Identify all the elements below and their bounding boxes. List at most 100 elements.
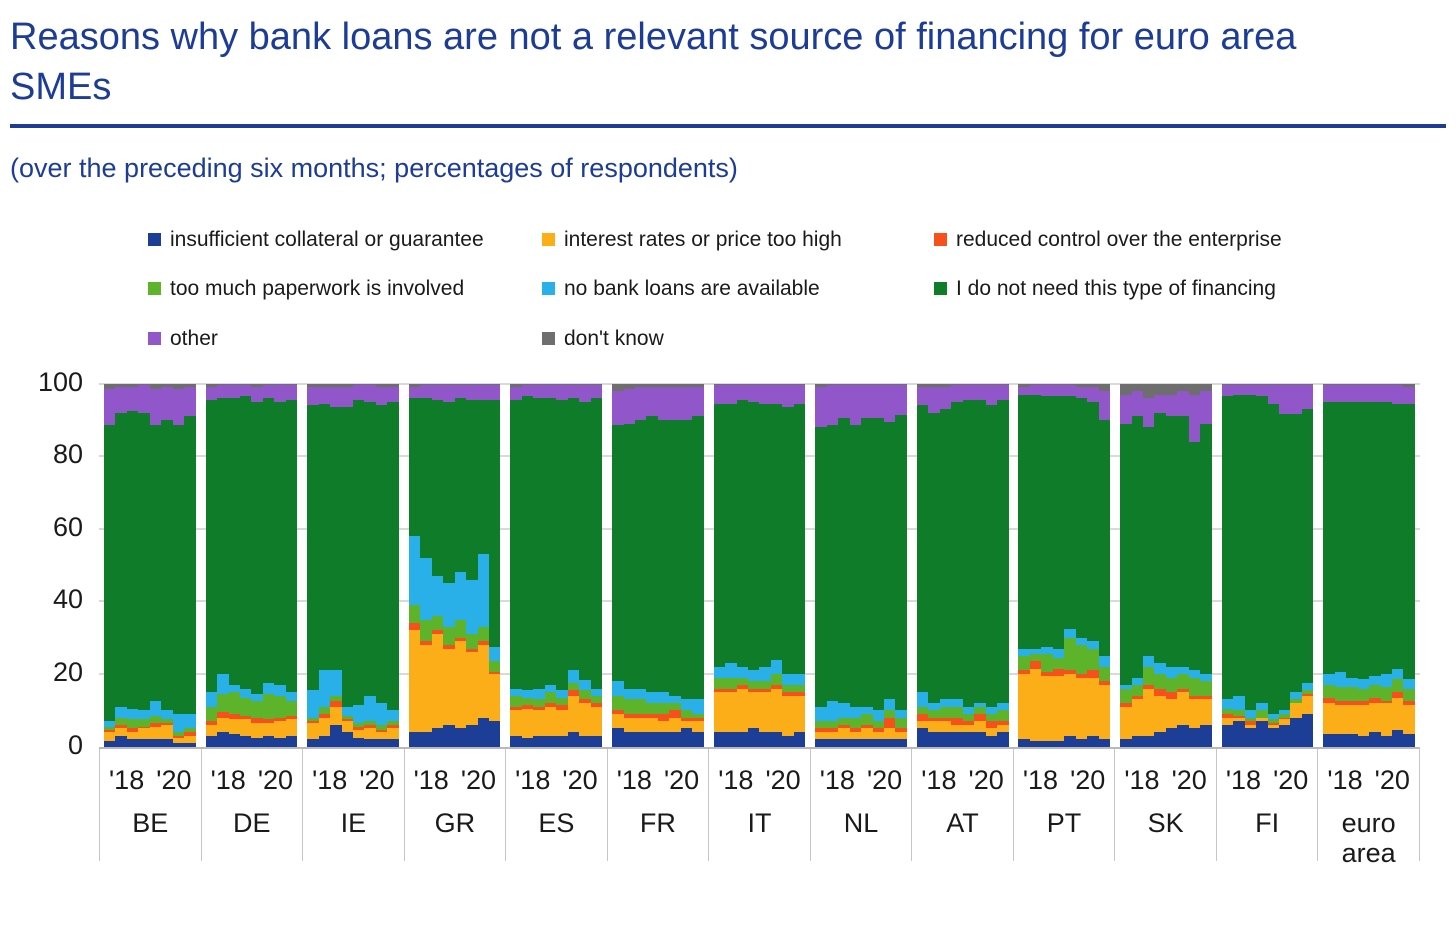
bar-segment — [431, 385, 444, 400]
bar-segment — [138, 412, 150, 711]
bar-segment — [634, 387, 647, 420]
title-rule — [10, 124, 1446, 129]
x-tick-label: '18 — [616, 764, 652, 795]
stacked-bar — [1200, 383, 1212, 747]
bar-segment — [1052, 385, 1065, 397]
bar-segment — [1357, 688, 1370, 702]
bar-segment — [962, 724, 975, 733]
bar-segment — [713, 385, 726, 404]
bar-segment — [1233, 717, 1245, 722]
bar-segment — [680, 717, 693, 722]
bar-segment — [646, 703, 658, 714]
bar-segment — [1334, 383, 1347, 386]
bar-segment — [510, 387, 522, 400]
bar-segment — [1334, 672, 1347, 687]
bar-segment — [849, 717, 862, 729]
bar-segment — [477, 717, 489, 747]
bar-segment — [793, 684, 806, 693]
bar-segment — [1087, 641, 1099, 649]
bar-segment — [353, 399, 365, 705]
bar-segment — [477, 399, 489, 555]
bar-segment — [916, 405, 929, 693]
bar-segment — [251, 401, 263, 694]
stacked-bar — [974, 383, 986, 747]
x-tick-labels: '18 '20 — [405, 765, 506, 796]
bar-segment — [1221, 724, 1234, 747]
bar-segment — [634, 419, 647, 689]
bar-segment — [612, 713, 624, 729]
stacked-bar — [1075, 383, 1088, 747]
bar-segment — [974, 385, 986, 400]
bar-segment — [126, 732, 139, 740]
bar-segment — [1154, 674, 1166, 689]
bar-segment — [285, 383, 298, 386]
bar-segment — [274, 401, 286, 685]
bar-segment — [939, 409, 952, 700]
bar-segment — [997, 399, 1009, 704]
bar-segment — [341, 383, 354, 388]
bar-segment — [692, 416, 704, 700]
bar-segment — [985, 728, 998, 736]
stacked-bar — [1029, 383, 1042, 747]
bar-segment — [770, 385, 783, 404]
bar-segment — [612, 390, 624, 426]
bar-segment — [1188, 728, 1201, 747]
legend-swatch-icon — [542, 233, 555, 247]
bar-segment — [916, 383, 929, 388]
bar-segment — [1380, 703, 1393, 736]
bar-segment — [1177, 666, 1189, 675]
x-tick-labels: '18 '20 — [202, 765, 303, 796]
bar-segment — [556, 385, 568, 400]
bar-segment — [748, 728, 760, 747]
bar-segment — [1392, 679, 1404, 693]
bar-segment — [1098, 419, 1111, 656]
bar-segment — [115, 724, 127, 729]
bar-segment — [951, 383, 963, 386]
bar-segment — [228, 692, 240, 714]
bar-segment — [1177, 390, 1189, 417]
bar-segment — [1357, 383, 1370, 386]
x-tick-labels: '18 '20 — [1115, 765, 1216, 796]
bar-segment — [826, 728, 839, 733]
stacked-bar — [759, 383, 771, 747]
bar-segment — [861, 385, 873, 419]
bar-segment — [680, 728, 693, 747]
bar-segment — [759, 385, 771, 404]
bar-segment — [307, 387, 319, 406]
bar-segment — [1221, 717, 1234, 725]
legend-label: no bank loans are available — [564, 277, 820, 301]
bar-segment — [725, 688, 737, 693]
bar-segment — [985, 383, 998, 386]
bar-segment — [725, 663, 737, 678]
bar-segment — [1334, 704, 1347, 734]
y-tick-label: 80 — [52, 439, 83, 470]
bar-segment — [985, 713, 998, 722]
stacked-bar — [1120, 383, 1132, 747]
stacked-bar — [1267, 383, 1279, 747]
bar-segment — [1052, 668, 1065, 676]
bar-segment — [1323, 733, 1335, 747]
bar-segment — [759, 688, 771, 693]
bar-segment — [861, 713, 873, 725]
bar-segment — [138, 383, 150, 386]
panel-IE — [302, 383, 404, 747]
panels — [99, 383, 1420, 747]
bar-segment — [1018, 394, 1030, 649]
bar-segment — [612, 728, 624, 747]
bar-segment — [1131, 684, 1143, 696]
bar-segment — [759, 732, 771, 747]
bar-segment — [872, 385, 884, 419]
legend-swatch-icon — [148, 331, 161, 345]
bar-segment — [928, 732, 940, 747]
bar-segment — [138, 719, 150, 727]
bar-segment — [1403, 387, 1415, 404]
bar-segment — [544, 735, 557, 747]
bar-segment — [1301, 713, 1314, 747]
bar-segment — [1357, 701, 1370, 705]
x-band-cell-NL: '18 '20 NL — [809, 748, 912, 861]
x-tick-label: '20 — [765, 764, 801, 795]
stacked-bar — [962, 383, 975, 747]
bar-segment — [172, 742, 185, 747]
bar-segment — [612, 681, 624, 696]
bar-segment — [307, 723, 319, 740]
